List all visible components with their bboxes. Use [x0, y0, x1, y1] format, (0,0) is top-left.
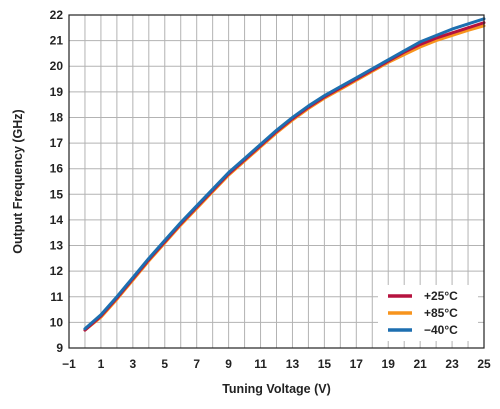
series-lines	[83, 17, 486, 332]
x-tick-label: 21	[413, 357, 427, 371]
x-tick-label: 3	[130, 357, 137, 371]
x-axis-title: Tuning Voltage (V)	[222, 382, 331, 396]
x-tick-label: 1	[98, 357, 105, 371]
y-tick-label: 14	[50, 213, 64, 227]
series-line	[83, 24, 486, 332]
y-tick-labels: 9 10 11 12 13 14 15 16 17 18 19 20 21 22	[50, 8, 64, 355]
legend-label: +85°C	[424, 306, 458, 320]
y-tick-label: 10	[50, 315, 64, 329]
y-tick-label: 12	[50, 264, 64, 278]
x-tick-label: 7	[193, 357, 200, 371]
y-tick-label: 11	[50, 290, 63, 304]
series-line	[83, 17, 486, 331]
x-tick-label: 17	[350, 357, 364, 371]
y-tick-label: 13	[50, 239, 64, 253]
x-tick-label: 5	[161, 357, 168, 371]
x-tick-labels: −1 1 3 5 7 9 11 13 15 17 19 21 23 25	[62, 357, 491, 371]
y-tick-label: 21	[50, 34, 64, 48]
x-tick-label: −1	[62, 357, 76, 371]
x-tick-label: 19	[382, 357, 396, 371]
plot-frame	[68, 14, 485, 349]
y-tick-label: 15	[50, 187, 64, 201]
x-tick-label: 9	[225, 357, 232, 371]
y-tick-label: 9	[56, 341, 63, 355]
x-tick-label: 23	[445, 357, 459, 371]
x-tick-label: 25	[477, 357, 491, 371]
x-tick-label: 13	[286, 357, 300, 371]
x-tick-label: 11	[254, 357, 267, 371]
y-tick-label: 17	[50, 136, 64, 150]
y-tick-label: 18	[50, 110, 64, 124]
y-axis-title: Output Frequency (GHz)	[11, 109, 25, 253]
y-tick-label: 22	[50, 8, 64, 22]
y-tick-label: 19	[50, 85, 64, 99]
y-tick-label: 16	[50, 162, 64, 176]
x-tick-label: 15	[318, 357, 332, 371]
y-tick-label: 20	[50, 59, 64, 73]
series-line	[83, 21, 486, 332]
legend-label: +25°C	[424, 289, 458, 303]
legend: +25°C +85°C −40°C	[378, 285, 478, 341]
legend-label: −40°C	[424, 323, 458, 337]
